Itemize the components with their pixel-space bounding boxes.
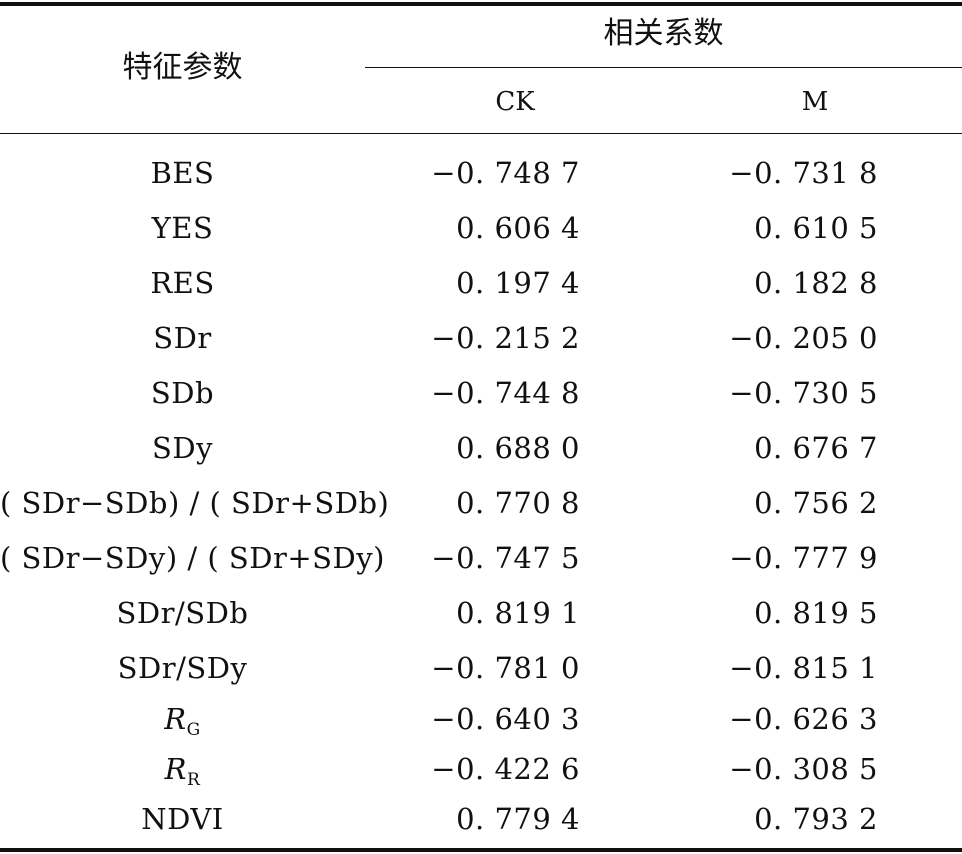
feature-cell: RR: [0, 742, 365, 807]
header-feature-label: 特征参数: [122, 50, 243, 85]
feature-variable: R: [164, 702, 187, 736]
header-correlation-label: 相关系数: [603, 16, 724, 51]
header-ck-label: CK: [495, 87, 535, 117]
ck-value-cell: −0. 747 5: [431, 541, 580, 575]
table-row: SDr −0. 215 2 −0. 205 0: [0, 311, 962, 365]
m-value-cell: 0. 182 8: [754, 266, 878, 300]
ck-value-cell: −0. 748 7: [431, 156, 580, 190]
ck-value-cell: −0. 744 8: [431, 376, 580, 410]
feature-cell: ( SDr−SDb) / ( SDr+SDb): [0, 486, 390, 520]
m-value-cell: −0. 777 9: [729, 541, 878, 575]
ck-value-cell: −0. 640 3: [431, 702, 580, 736]
table-row: SDr/SDb 0. 819 1 0. 819 5: [0, 586, 962, 640]
ck-value-cell: 0. 688 0: [456, 431, 580, 465]
table-row: RG −0. 640 3 −0. 626 3: [0, 692, 962, 746]
m-value-cell: −0. 731 8: [729, 156, 878, 190]
table-row: NDVI 0. 779 4 0. 793 2: [0, 792, 962, 846]
header-span-rule: [365, 67, 962, 68]
header-bottom-rule: [0, 133, 962, 134]
m-value-cell: −0. 730 5: [729, 376, 878, 410]
feature-cell: RES: [150, 266, 215, 300]
m-value-cell: −0. 815 1: [729, 651, 878, 685]
feature-cell: ( SDr−SDy) / ( SDr+SDy): [0, 541, 385, 575]
ck-value-cell: −0. 215 2: [431, 321, 580, 355]
ck-value-cell: 0. 770 8: [456, 486, 580, 520]
m-value-cell: 0. 793 2: [754, 802, 878, 836]
ck-value-cell: 0. 779 4: [456, 802, 580, 836]
table-row: SDr/SDy −0. 781 0 −0. 815 1: [0, 641, 962, 695]
m-value-cell: −0. 308 5: [729, 752, 878, 786]
table-row: ( SDr−SDb) / ( SDr+SDb) 0. 770 8 0. 756 …: [0, 476, 962, 530]
ck-value-cell: 0. 197 4: [456, 266, 580, 300]
table-bottom-rule: [0, 848, 962, 852]
table-row: YES 0. 606 4 0. 610 5: [0, 201, 962, 255]
feature-cell: BES: [150, 156, 215, 190]
table-top-rule: [0, 2, 962, 6]
feature-cell: SDb: [150, 376, 215, 410]
feature-subscript: R: [187, 770, 201, 790]
m-value-cell: −0. 626 3: [729, 702, 878, 736]
m-value-cell: 0. 676 7: [754, 431, 878, 465]
ck-value-cell: −0. 422 6: [431, 752, 580, 786]
ck-value-cell: 0. 819 1: [456, 596, 580, 630]
m-value-cell: 0. 610 5: [754, 211, 878, 245]
table-row: RR −0. 422 6 −0. 308 5: [0, 742, 962, 796]
ck-value-cell: −0. 781 0: [431, 651, 580, 685]
m-value-cell: −0. 205 0: [729, 321, 878, 355]
feature-subscript: G: [186, 720, 201, 740]
table-row: BES −0. 748 7 −0. 731 8: [0, 146, 962, 200]
feature-cell: RG: [0, 692, 365, 757]
feature-cell: SDr: [153, 321, 212, 355]
m-value-cell: 0. 819 5: [754, 596, 878, 630]
m-value-cell: 0. 756 2: [754, 486, 878, 520]
ck-value-cell: 0. 606 4: [456, 211, 580, 245]
header-m-label: M: [801, 87, 829, 117]
table-row: SDy 0. 688 0 0. 676 7: [0, 421, 962, 475]
feature-cell: YES: [151, 211, 214, 245]
table-row: ( SDr−SDy) / ( SDr+SDy) −0. 747 5 −0. 77…: [0, 531, 962, 585]
feature-cell: SDr/SDy: [117, 651, 248, 685]
feature-variable: R: [164, 752, 188, 786]
feature-cell: SDy: [151, 431, 213, 465]
feature-cell: SDr/SDb: [116, 596, 249, 630]
table-row: SDb −0. 744 8 −0. 730 5: [0, 366, 962, 420]
table-row: RES 0. 197 4 0. 182 8: [0, 256, 962, 310]
feature-cell: NDVI: [141, 802, 224, 836]
